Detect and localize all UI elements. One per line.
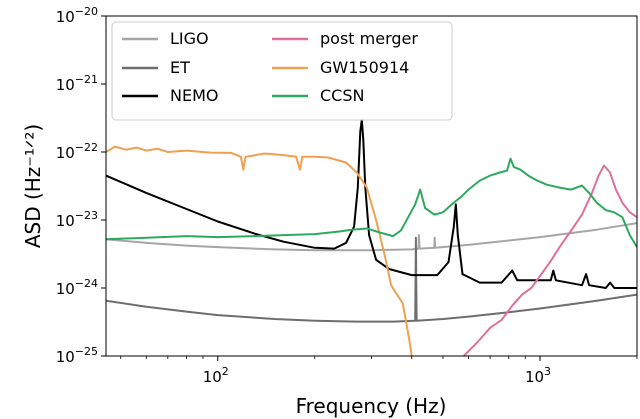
- legend-label-1: ET: [170, 58, 190, 77]
- legend-label-0: LIGO: [170, 29, 209, 48]
- y-tick-label-2-exp: −23: [75, 209, 98, 222]
- y-tick-label-0: 10−25: [56, 345, 98, 366]
- y-tick-label-4-base: 10: [56, 76, 75, 94]
- y-tick-label-1-base: 10: [56, 280, 75, 298]
- legend-label-5: CCSN: [320, 86, 364, 105]
- legend: LIGO ET NEMO post merger GW150914 CCSN: [111, 21, 453, 121]
- y-tick-label-2: 10−23: [56, 209, 98, 230]
- legend-label-3: post merger: [320, 29, 418, 48]
- y-tick-label-3: 10−22: [56, 141, 98, 162]
- y-tick-label-0-base: 10: [56, 348, 75, 366]
- y-tick-label-5: 10−20: [56, 5, 98, 26]
- legend-label-4: GW150914: [320, 58, 409, 77]
- series-line-4: [106, 145, 413, 356]
- series-line-0: [106, 222, 637, 252]
- y-tick-label-4-exp: −21: [75, 73, 98, 86]
- series-line-1: [106, 236, 637, 323]
- x-tick-label-0: 102: [203, 365, 229, 386]
- y-tick-label-5-base: 10: [56, 8, 75, 26]
- y-tick-label-4: 10−21: [56, 73, 98, 94]
- series-layer: [106, 118, 637, 356]
- x-tick-label-0-exp: 2: [222, 365, 229, 378]
- series-line-5: [106, 157, 637, 248]
- y-tick-label-1-exp: −24: [75, 277, 98, 290]
- y-tick-label-3-base: 10: [56, 144, 75, 162]
- x-tick-label-1: 103: [525, 365, 551, 386]
- x-tick-label-0-base: 10: [203, 368, 222, 386]
- y-axis-title: ASD (Hz⁻¹ᐟ²): [21, 124, 45, 248]
- x-axis-title: Frequency (Hz): [296, 394, 447, 418]
- series-line-2: [106, 118, 637, 289]
- y-tick-label-0-exp: −25: [75, 345, 98, 358]
- x-tick-label-1-base: 10: [525, 368, 544, 386]
- legend-box: [111, 21, 453, 121]
- legend-label-2: NEMO: [170, 86, 218, 105]
- y-tick-label-1: 10−24: [56, 277, 98, 298]
- y-tick-label-3-exp: −22: [75, 141, 98, 154]
- series-line-3: [463, 164, 637, 356]
- y-tick-label-2-base: 10: [56, 212, 75, 230]
- x-tick-label-1-exp: 3: [544, 365, 551, 378]
- y-tick-label-5-exp: −20: [75, 5, 98, 18]
